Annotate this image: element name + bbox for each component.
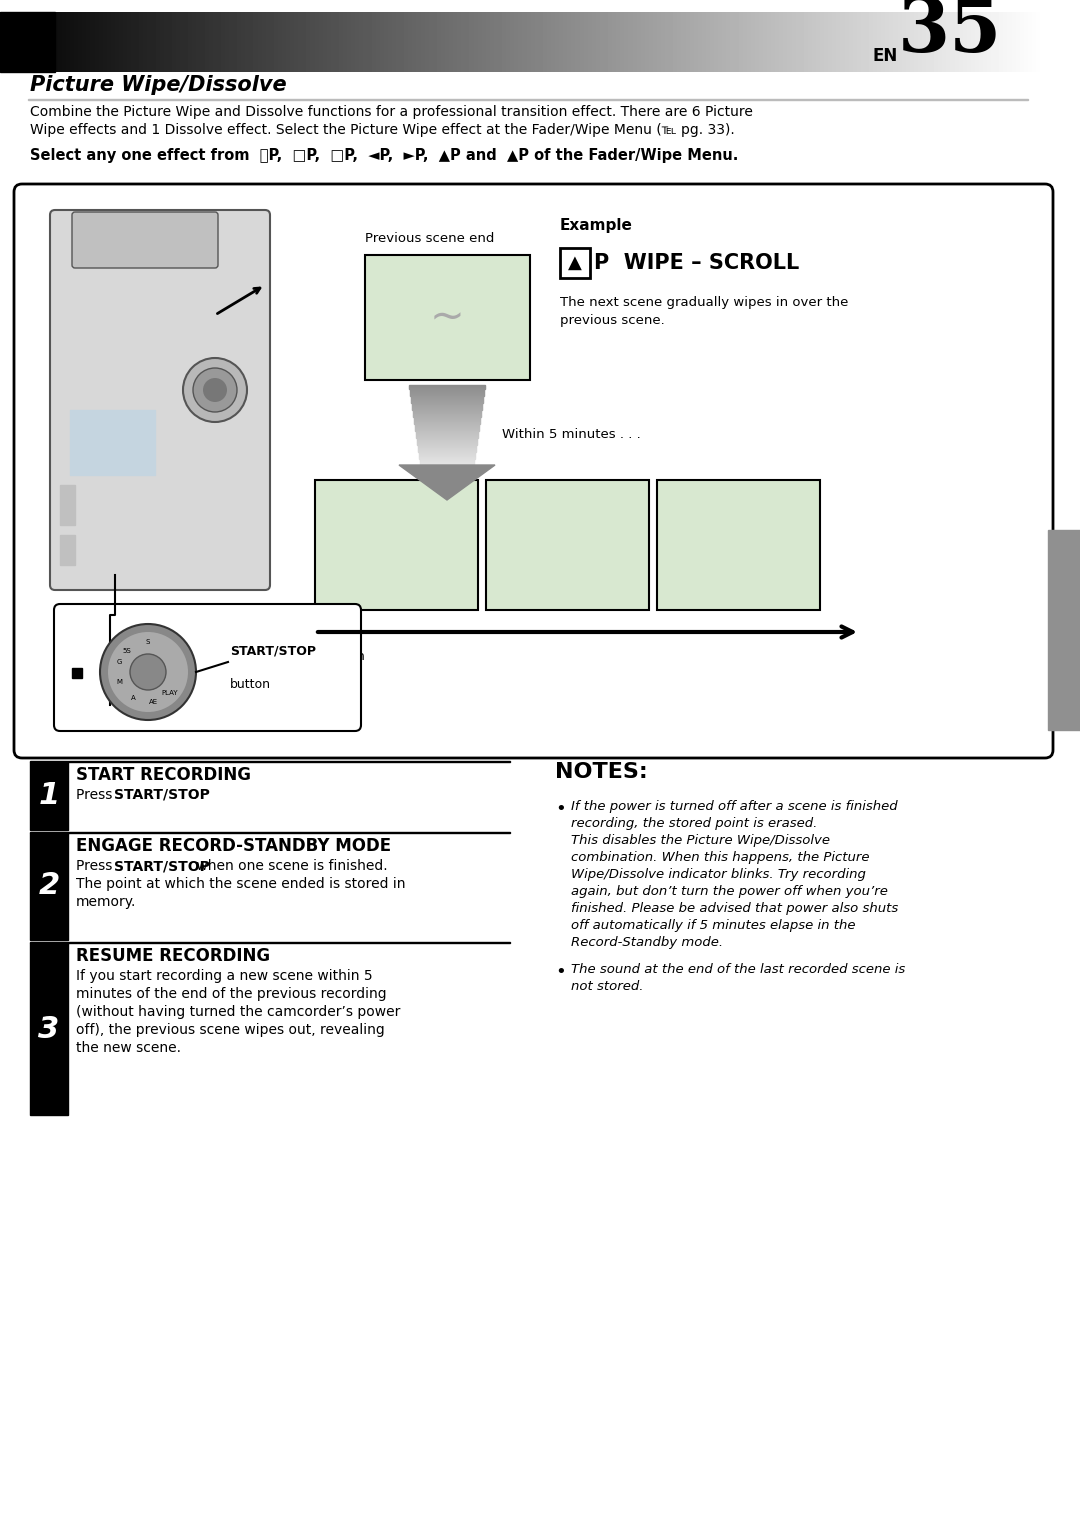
Bar xyxy=(72,668,82,678)
Text: The next scene gradually wipes in over the: The next scene gradually wipes in over t… xyxy=(561,296,849,310)
Text: If the power is turned off after a scene is finished: If the power is turned off after a scene… xyxy=(571,800,897,812)
Text: If you start recording a new scene within 5: If you start recording a new scene withi… xyxy=(76,969,373,983)
Circle shape xyxy=(100,624,195,721)
Text: AE: AE xyxy=(149,699,158,705)
Text: Record-Standby mode.: Record-Standby mode. xyxy=(571,937,724,949)
Text: Picture Wipe/Dissolve: Picture Wipe/Dissolve xyxy=(30,75,286,95)
Text: M: M xyxy=(117,679,123,685)
Text: (without having turned the camcorder’s power: (without having turned the camcorder’s p… xyxy=(76,1006,401,1019)
Bar xyxy=(1048,530,1080,730)
Bar xyxy=(30,832,68,940)
Text: EN: EN xyxy=(872,48,897,64)
Text: Press: Press xyxy=(76,858,117,872)
Text: minutes of the end of the previous recording: minutes of the end of the previous recor… xyxy=(76,987,387,1001)
Text: The sound at the end of the last recorded scene is: The sound at the end of the last recorde… xyxy=(571,963,905,977)
Bar xyxy=(486,480,649,610)
Bar xyxy=(30,943,68,1114)
Text: START/STOP: START/STOP xyxy=(114,858,210,872)
Text: ▲: ▲ xyxy=(568,254,582,271)
Text: The point at which the scene ended is stored in: The point at which the scene ended is st… xyxy=(76,877,405,891)
Circle shape xyxy=(203,379,227,402)
Text: 35: 35 xyxy=(897,0,1002,67)
Circle shape xyxy=(183,359,247,422)
Text: .: . xyxy=(192,788,197,802)
Circle shape xyxy=(130,655,166,690)
Text: G: G xyxy=(117,659,122,665)
Text: combination. When this happens, the Picture: combination. When this happens, the Pict… xyxy=(571,851,869,865)
FancyBboxPatch shape xyxy=(54,604,361,731)
Circle shape xyxy=(193,368,237,412)
Bar xyxy=(365,254,530,380)
Text: recording, the stored point is erased.: recording, the stored point is erased. xyxy=(571,817,818,829)
Text: ENGAGE RECORD-STANDBY MODE: ENGAGE RECORD-STANDBY MODE xyxy=(76,837,391,855)
Bar xyxy=(315,480,478,610)
Text: START/STOP: START/STOP xyxy=(230,644,316,658)
Text: START RECORDING: START RECORDING xyxy=(76,766,251,783)
Text: the new scene.: the new scene. xyxy=(76,1041,181,1055)
Bar xyxy=(70,409,156,475)
Polygon shape xyxy=(399,464,495,500)
Text: Within 5 minutes . . .: Within 5 minutes . . . xyxy=(502,429,640,442)
FancyBboxPatch shape xyxy=(72,212,218,268)
Bar xyxy=(60,484,75,524)
Text: finished. Please be advised that power also shuts: finished. Please be advised that power a… xyxy=(571,901,899,915)
Text: Press: Press xyxy=(76,788,117,802)
Text: 3: 3 xyxy=(39,1015,59,1044)
Text: 2: 2 xyxy=(39,871,59,900)
Bar xyxy=(0,12,55,72)
Text: 1: 1 xyxy=(39,782,59,811)
Text: when one scene is finished.: when one scene is finished. xyxy=(192,858,388,872)
Bar xyxy=(561,248,590,277)
Bar xyxy=(60,535,75,566)
Text: A: A xyxy=(131,694,135,701)
Text: RESUME RECORDING: RESUME RECORDING xyxy=(76,947,270,964)
Text: P  WIPE – SCROLL: P WIPE – SCROLL xyxy=(594,253,799,273)
Text: button: button xyxy=(230,678,271,691)
Text: NOTES:: NOTES: xyxy=(555,762,648,782)
Circle shape xyxy=(108,632,188,711)
Text: ~: ~ xyxy=(430,296,464,337)
FancyBboxPatch shape xyxy=(50,210,270,590)
Text: This disables the Picture Wipe/Dissolve: This disables the Picture Wipe/Dissolve xyxy=(571,834,831,848)
Text: PLAY: PLAY xyxy=(161,690,177,696)
Text: 5S: 5S xyxy=(122,648,131,653)
Text: not stored.: not stored. xyxy=(571,980,644,993)
FancyBboxPatch shape xyxy=(14,184,1053,757)
Text: Example: Example xyxy=(561,218,633,233)
Text: Select any one effect from  ⮪P,  □P,  □P,  ◄P,  ►P,  ▲P and  ▲P of the Fader/Wip: Select any one effect from ⮪P, □P, □P, ◄… xyxy=(30,149,739,162)
Text: Wipe effects and 1 Dissolve effect. Select the Picture Wipe effect at the Fader/: Wipe effects and 1 Dissolve effect. Sele… xyxy=(30,123,734,136)
Text: START/STOP: START/STOP xyxy=(114,788,210,802)
Bar xyxy=(657,480,820,610)
Text: Wipe In: Wipe In xyxy=(315,650,365,662)
Text: •: • xyxy=(555,800,566,819)
Text: S: S xyxy=(146,639,150,645)
Text: •: • xyxy=(555,963,566,981)
Text: previous scene.: previous scene. xyxy=(561,314,665,327)
Text: off automatically if 5 minutes elapse in the: off automatically if 5 minutes elapse in… xyxy=(571,918,855,932)
Text: again, but don’t turn the power off when you’re: again, but don’t turn the power off when… xyxy=(571,885,888,898)
Text: Combine the Picture Wipe and Dissolve functions for a professional transition ef: Combine the Picture Wipe and Dissolve fu… xyxy=(30,104,753,120)
Text: Wipe/Dissolve indicator blinks. Try recording: Wipe/Dissolve indicator blinks. Try reco… xyxy=(571,868,866,881)
Text: Previous scene end: Previous scene end xyxy=(365,231,495,245)
Text: off), the previous scene wipes out, revealing: off), the previous scene wipes out, reve… xyxy=(76,1023,384,1036)
Text: memory.: memory. xyxy=(76,895,136,909)
Bar xyxy=(30,762,68,829)
